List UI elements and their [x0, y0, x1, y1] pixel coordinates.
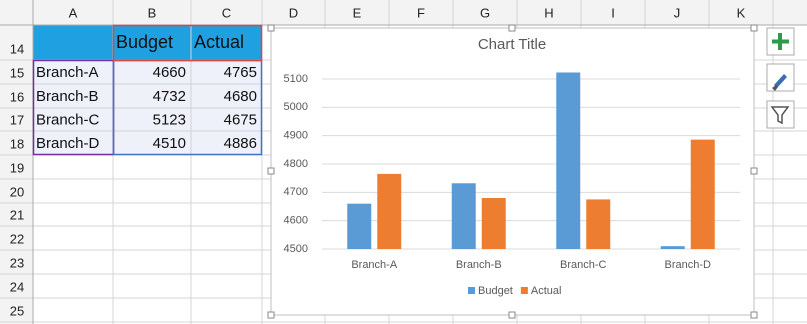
number-cell[interactable]: 4675 [224, 111, 257, 128]
number-cell[interactable]: 4886 [224, 135, 257, 152]
number-cell[interactable]: 4765 [224, 64, 257, 81]
number-cell[interactable]: 4660 [153, 64, 186, 81]
bar[interactable] [481, 198, 506, 249]
y-tick-label: 4600 [284, 215, 308, 227]
column-header[interactable]: K [737, 5, 746, 20]
label-cell[interactable]: Branch-D [36, 135, 100, 152]
row-header[interactable]: 21 [10, 207, 24, 222]
row-header[interactable]: 14 [10, 41, 24, 56]
bar[interactable] [451, 183, 476, 249]
column-header[interactable]: B [148, 5, 157, 20]
y-tick-label: 4700 [284, 186, 308, 198]
row-header[interactable]: 24 [10, 279, 24, 294]
x-tick-label: Branch-D [665, 259, 712, 271]
column-header[interactable]: G [480, 5, 490, 20]
header-fill [33, 25, 262, 60]
resize-handle[interactable] [750, 311, 758, 319]
row-header[interactable]: 15 [10, 65, 24, 80]
y-tick-label: 4500 [284, 243, 308, 255]
row-header[interactable]: 20 [10, 184, 24, 199]
filter-icon [770, 106, 790, 125]
resize-handle[interactable] [267, 24, 275, 32]
number-cell[interactable]: 4680 [224, 88, 257, 105]
brush-icon [774, 74, 787, 88]
column-header[interactable]: F [417, 5, 425, 20]
brush-tip [772, 85, 778, 91]
resize-handle[interactable] [267, 311, 275, 319]
chart-styles-button[interactable] [766, 63, 795, 92]
x-tick-label: Branch-A [351, 259, 398, 271]
label-cell[interactable]: Branch-C [36, 111, 100, 128]
chart-title[interactable]: Chart Title [478, 36, 546, 53]
y-tick-label: 4800 [284, 158, 308, 170]
legend-swatch[interactable] [520, 287, 528, 294]
bar[interactable] [660, 246, 685, 249]
column-header[interactable]: E [353, 5, 362, 20]
bar[interactable] [377, 173, 402, 249]
legend-label[interactable]: Budget [478, 285, 513, 297]
plus-icon [772, 33, 789, 50]
column-header[interactable]: A [69, 5, 78, 20]
column-header[interactable]: J [674, 5, 681, 20]
label-cell[interactable]: Branch-B [36, 88, 99, 105]
resize-handle[interactable] [750, 24, 758, 32]
column-header[interactable]: I [611, 5, 615, 20]
y-tick-label: 5100 [284, 73, 308, 85]
bar[interactable] [347, 203, 372, 249]
row-header[interactable]: 19 [10, 160, 24, 175]
table-header-cell[interactable]: Actual [194, 32, 244, 52]
y-tick-label: 5000 [284, 101, 308, 113]
row-header[interactable]: 22 [10, 231, 24, 246]
column-header-bar [0, 0, 807, 25]
legend-label[interactable]: Actual [531, 285, 562, 297]
resize-handle[interactable] [508, 24, 516, 32]
legend-swatch[interactable] [468, 287, 475, 294]
column-header[interactable]: D [289, 5, 298, 20]
bar[interactable] [556, 72, 581, 249]
resize-handle[interactable] [267, 167, 275, 175]
row-header[interactable]: 17 [10, 112, 24, 127]
number-cell[interactable]: 4732 [153, 88, 186, 105]
bar[interactable] [690, 139, 715, 249]
x-tick-label: Branch-C [560, 259, 607, 271]
resize-handle[interactable] [508, 311, 516, 319]
number-cell[interactable]: 5123 [153, 111, 186, 128]
row-header[interactable]: 25 [10, 303, 24, 318]
number-cell[interactable]: 4510 [153, 135, 186, 152]
table-header-cell[interactable]: Budget [116, 32, 173, 52]
column-header[interactable]: H [544, 5, 553, 20]
row-header[interactable]: 23 [10, 255, 24, 270]
chart-filters-button[interactable] [766, 100, 795, 129]
row-header[interactable]: 16 [10, 89, 24, 104]
row-header[interactable]: 18 [10, 136, 24, 151]
label-cell[interactable]: Branch-A [36, 64, 99, 81]
bar[interactable] [586, 199, 611, 249]
x-tick-label: Branch-B [456, 259, 502, 271]
column-header[interactable]: C [222, 5, 231, 20]
y-tick-label: 4900 [284, 130, 308, 142]
resize-handle[interactable] [750, 167, 758, 175]
chart-area[interactable] [270, 27, 755, 316]
range-border [112, 24, 263, 62]
